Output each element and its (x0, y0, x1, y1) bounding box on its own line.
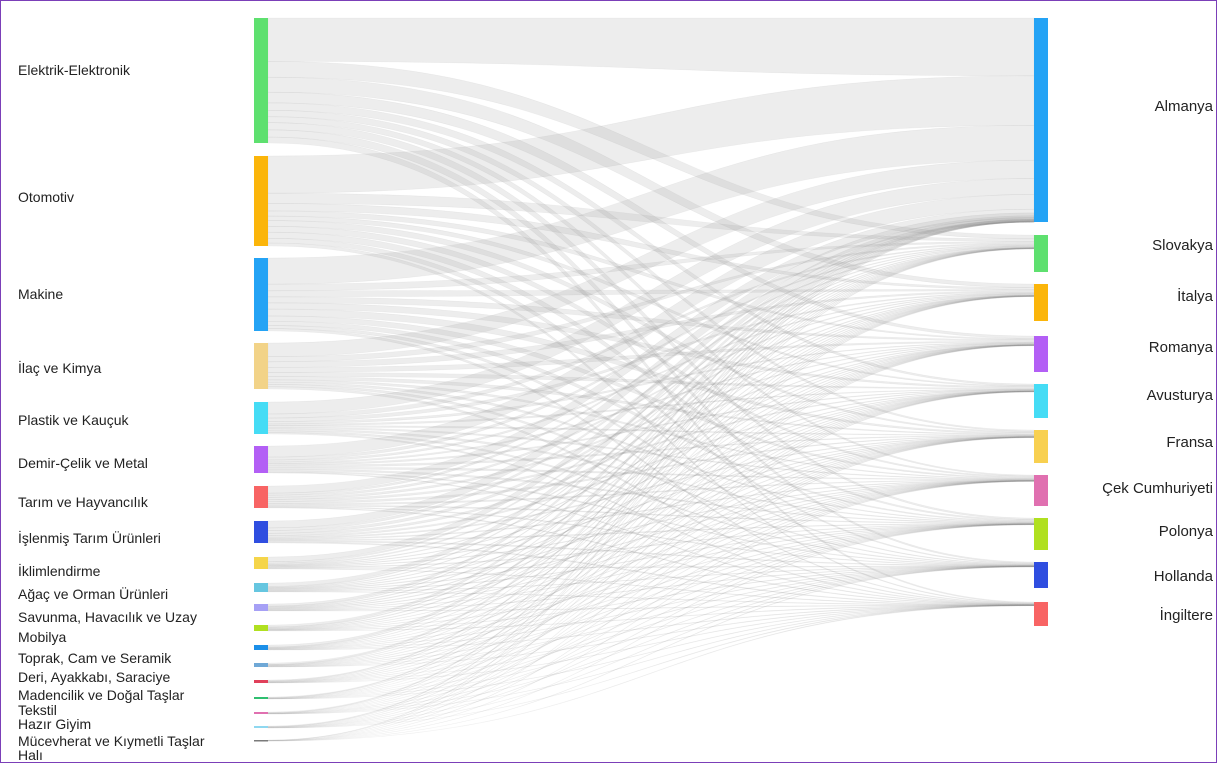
source-node[interactable] (254, 521, 268, 543)
source-node[interactable] (254, 343, 268, 389)
target-node[interactable] (1034, 475, 1048, 506)
source-node[interactable] (254, 156, 268, 246)
source-node[interactable] (254, 740, 268, 742)
source-label: Deri, Ayakkabı, Saraciye (18, 669, 171, 685)
sankey-nodes (254, 18, 1048, 742)
source-label: Otomotiv (18, 189, 75, 205)
source-label: İklimlendirme (18, 563, 101, 579)
source-node[interactable] (254, 625, 268, 631)
source-label: Makine (18, 286, 64, 302)
source-node[interactable] (254, 680, 268, 683)
source-label: Madencilik ve Doğal Taşlar (18, 687, 185, 703)
source-label: Elektrik-Elektronik (18, 62, 131, 78)
source-node[interactable] (254, 604, 268, 611)
source-label: Plastik ve Kauçuk (18, 412, 129, 428)
target-node[interactable] (1034, 235, 1048, 272)
source-label: Demir-Çelik ve Metal (18, 455, 148, 471)
target-node[interactable] (1034, 562, 1048, 588)
source-label: Ağaç ve Orman Ürünleri (18, 586, 169, 602)
source-label: Mücevherat ve Kıymetli Taşlar (18, 733, 205, 749)
source-node[interactable] (254, 446, 268, 473)
source-label: Halı (18, 747, 43, 763)
source-label: Tarım ve Hayvancılık (18, 494, 148, 510)
target-label: Polonya (1158, 523, 1213, 540)
source-node[interactable] (254, 697, 268, 699)
target-label: Slovakya (1152, 237, 1213, 254)
target-node[interactable] (1034, 384, 1048, 418)
source-node[interactable] (254, 712, 268, 714)
target-node[interactable] (1034, 336, 1048, 372)
target-node[interactable] (1034, 518, 1048, 550)
source-label: Savunma, Havacılık ve Uzay (18, 609, 197, 625)
sankey-links (267, 17, 1035, 742)
source-label: Tekstil (18, 702, 57, 718)
target-node[interactable] (1034, 602, 1048, 626)
target-label: Avusturya (1146, 387, 1213, 404)
target-label: Hollanda (1153, 568, 1213, 585)
source-node[interactable] (254, 583, 268, 592)
target-label: Almanya (1154, 98, 1213, 115)
target-node[interactable] (1034, 284, 1048, 321)
source-node[interactable] (254, 557, 268, 569)
source-label: İşlenmiş Tarım Ürünleri (18, 530, 161, 546)
source-label: Mobilya (18, 629, 67, 645)
target-label: Romanya (1148, 339, 1213, 356)
sankey-link[interactable] (267, 17, 1035, 77)
sankey-link[interactable] (267, 389, 1035, 466)
source-label: Hazır Giyim (18, 716, 92, 732)
target-label: Fransa (1166, 434, 1213, 451)
target-node[interactable] (1034, 430, 1048, 463)
source-node[interactable] (254, 486, 268, 508)
source-node[interactable] (254, 258, 268, 331)
source-label: Toprak, Cam ve Seramik (18, 650, 172, 666)
source-label: İlaç ve Kimya (18, 360, 102, 376)
source-node[interactable] (254, 18, 268, 143)
source-node[interactable] (254, 726, 268, 728)
target-label: İtalya (1177, 288, 1213, 305)
target-node[interactable] (1034, 18, 1048, 222)
source-node[interactable] (254, 663, 268, 667)
source-node[interactable] (254, 645, 268, 650)
target-label: Çek Cumhuriyeti (1102, 480, 1213, 497)
source-node[interactable] (254, 402, 268, 434)
sankey-link[interactable] (267, 290, 1035, 368)
target-label: İngiltere (1159, 607, 1213, 624)
